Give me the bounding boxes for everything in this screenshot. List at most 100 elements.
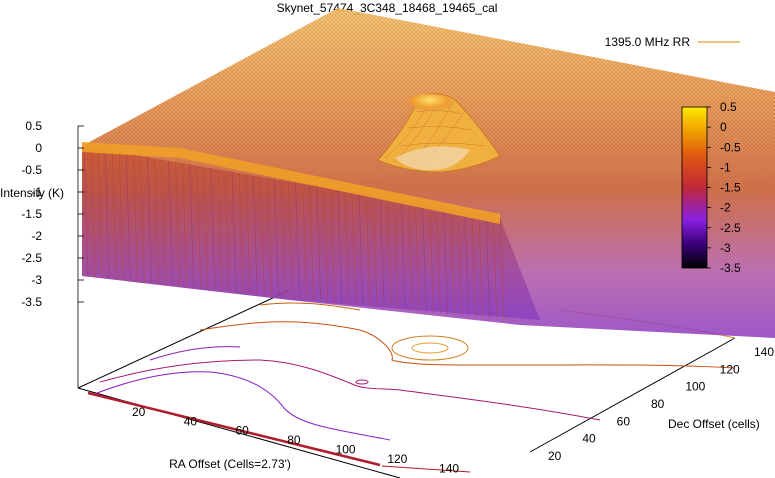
curtain-line: [161, 159, 166, 285]
curtain-line: [126, 153, 131, 281]
curtain-line: [274, 178, 279, 297]
surface-mesh: [82, 8, 775, 338]
curtain-line: [429, 205, 434, 313]
dec-axis-ticks: 20 40 60 80 100 120 140: [548, 345, 774, 463]
curtain-line: [365, 194, 371, 306]
dec-tick-label: 120: [720, 362, 740, 376]
colorbar-tick-label: -2.5: [720, 221, 741, 235]
curtain-line: [379, 197, 385, 308]
curtain-line: [182, 163, 188, 287]
curtain-line: [147, 156, 152, 283]
curtain-line: [231, 171, 237, 292]
source-peak-glow: [406, 94, 454, 114]
source-contour-outer: [391, 335, 469, 361]
ra-tick-label: 140: [439, 462, 459, 476]
curtain-line: [415, 203, 420, 312]
dec-tick-label: 100: [685, 380, 705, 394]
curtain-line: [267, 177, 272, 296]
curtain-line: [245, 174, 251, 294]
curtain-line: [386, 198, 392, 309]
contour-line: [99, 359, 601, 421]
dec-tick-label: 140: [754, 345, 774, 359]
colorbar-tick-label: -1: [720, 160, 731, 174]
dec-axis-label: Dec Offset (cells): [668, 417, 760, 431]
curtain-line: [154, 158, 159, 284]
ra-tick-label: 40: [184, 414, 198, 428]
ra-tick-label: 20: [132, 405, 146, 419]
curtain-line: [288, 181, 293, 298]
curtain-line: [83, 145, 89, 277]
curtain-line: [140, 155, 145, 282]
curtain-line: [408, 202, 413, 311]
curtain-line: [400, 200, 406, 310]
colorbar-gradient: [681, 106, 708, 269]
z-tick-label: 0: [35, 141, 42, 155]
curtain-line: [323, 187, 329, 302]
dec-tick-label: 20: [548, 449, 562, 463]
curtain-line: [189, 164, 195, 288]
source-contour-inner: [411, 342, 449, 354]
z-axis-ticks: 0.5 0 -0.5 -1 -1.5 -2 -2.5 -3 -3.5: [21, 119, 84, 388]
source-peak: [377, 93, 501, 173]
z-tick-label: -3.5: [21, 295, 42, 309]
legend-label: 1395.0 MHz RR: [605, 35, 691, 49]
z-tick-label: -2.5: [21, 251, 42, 265]
colorbar-tick-label: -2: [720, 201, 731, 215]
curtain-line: [450, 209, 455, 315]
curtain-line: [330, 188, 336, 303]
colorbar-tick-label: -0.5: [720, 140, 741, 154]
curtain-line: [436, 207, 441, 314]
z-tick-label: -3: [31, 273, 42, 287]
curtain-line: [111, 150, 117, 279]
ra-tick-label: 60: [235, 424, 249, 438]
source-peak-mesh: [384, 97, 487, 169]
curtain-line: [203, 166, 209, 289]
colorbar: 0.5 0 -0.5 -1 -1.5 -2 -2.5 -3 -3.5: [681, 100, 741, 275]
curtain-line: [316, 186, 321, 301]
base-axis-left: [77, 289, 291, 389]
scan-ridge: [82, 142, 500, 224]
colorbar-ticks: 0.5 0 -0.5 -1 -1.5 -2 -2.5 -3 -3.5: [707, 100, 741, 275]
curtain-line: [168, 160, 173, 285]
curtain-line: [309, 185, 314, 300]
ra-tick-label: 80: [287, 433, 301, 447]
curtain-line: [499, 217, 505, 321]
curtain-line: [90, 147, 96, 277]
curtain-line: [422, 204, 427, 312]
z-tick-label: -0.5: [21, 163, 42, 177]
curtain-line: [471, 213, 477, 318]
base-axis-right: [529, 337, 736, 453]
z-tick-label: 0.5: [25, 119, 42, 133]
chart-title: Skynet_57474_3C348_18468_19465_cal: [277, 1, 498, 15]
dec-tick-label: 40: [582, 432, 596, 446]
contour-small-loop: [355, 379, 369, 385]
curtain-line: [133, 154, 138, 282]
colorbar-tick-label: 0: [720, 120, 727, 134]
ra-axis-label: RA Offset (Cells=2.73'): [169, 457, 291, 471]
curtain-line: [252, 175, 258, 294]
curtain-line: [104, 149, 110, 279]
curtain-line: [97, 148, 103, 278]
contour-line: [259, 302, 361, 311]
curtain-line: [443, 208, 448, 315]
curtain-lines: [83, 145, 505, 321]
ra-axis-ticks: 20 40 60 80 100 120 140: [132, 405, 459, 476]
curtain-line: [217, 169, 223, 291]
colorbar-tick-label: -3.5: [720, 261, 741, 275]
ra-tick-label: 100: [336, 443, 356, 457]
z-tick-label: -1.5: [21, 207, 42, 221]
source-peak-inner: [395, 146, 470, 171]
curtain-line: [295, 182, 300, 299]
colorbar-tick-label: 0.5: [720, 100, 737, 114]
z-axis-label: Intensity (K): [0, 186, 64, 200]
curtain-line: [224, 170, 230, 291]
curtain-line: [478, 214, 484, 318]
colorbar-tick-label: -3: [720, 241, 731, 255]
contour-line-edge: [87, 391, 381, 467]
curtain-line: [337, 189, 343, 303]
curtain-line: [196, 165, 202, 288]
contour-line-edge: [381, 465, 471, 473]
curtain-line: [175, 161, 180, 286]
contour-line: [149, 346, 241, 361]
ra-axis: 20 40 60 80 100 120 140 RA Offset (Cells=2.73'…: [132, 405, 459, 476]
